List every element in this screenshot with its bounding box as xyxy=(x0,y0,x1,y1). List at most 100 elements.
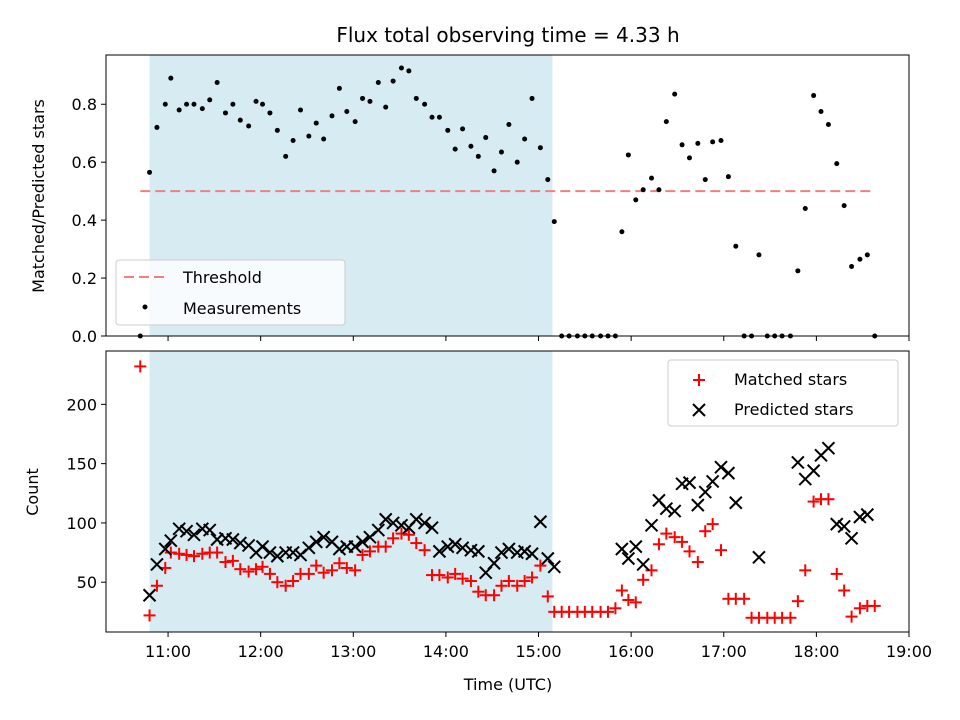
measurement-point xyxy=(640,187,646,193)
matched-star-point xyxy=(180,548,193,561)
measurement-point xyxy=(390,78,396,84)
measurement-point xyxy=(551,219,557,225)
matched-star-point xyxy=(691,556,704,569)
bottom-y-axis-title: Count xyxy=(23,468,42,516)
matched-star-point xyxy=(799,564,812,577)
measurement-point xyxy=(537,145,543,151)
measurement-point xyxy=(283,153,289,159)
bottom-legend-box xyxy=(667,359,899,427)
predicted-star-point xyxy=(615,542,629,556)
matched-star-point xyxy=(502,575,515,588)
predicted-star-point xyxy=(355,535,370,549)
x-tick-label: 13:00 xyxy=(330,642,376,661)
measurement-point xyxy=(199,106,205,112)
matched-star-point xyxy=(609,602,622,615)
matched-star-point xyxy=(822,493,835,506)
matched-star-point xyxy=(363,545,376,558)
predicted-star-point xyxy=(682,475,697,490)
legend-predicted-label: Predicted stars xyxy=(734,400,854,419)
measurement-point xyxy=(329,113,335,119)
x-tick-label: 14:00 xyxy=(423,642,469,661)
measurement-point xyxy=(352,119,358,125)
bottom-y-tick-label: 100 xyxy=(66,514,97,533)
measurement-point xyxy=(619,229,625,235)
bottom-observing-window xyxy=(149,351,553,632)
x-tick-label: 19:00 xyxy=(886,642,932,661)
matched-star-point xyxy=(845,610,858,623)
measurement-point xyxy=(154,124,160,130)
matched-star-point xyxy=(518,575,531,588)
matched-star-point xyxy=(652,538,665,551)
chart-title: Flux total observing time = 4.33 h xyxy=(336,23,679,47)
matched-star-point xyxy=(302,567,315,580)
predicted-star-point xyxy=(409,512,423,527)
predicted-star-point xyxy=(263,545,277,560)
matched-star-point xyxy=(791,595,804,608)
bottom-y-tick-label: 150 xyxy=(66,455,97,474)
predicted-star-point xyxy=(644,518,659,532)
predicted-star-points xyxy=(142,441,875,602)
measurement-point xyxy=(184,101,190,107)
measurement-point xyxy=(321,136,327,142)
predicted-star-point xyxy=(302,541,316,555)
matched-star-point xyxy=(263,567,276,580)
predicted-star-point xyxy=(791,455,805,470)
measurement-point xyxy=(725,174,731,180)
predicted-star-point xyxy=(806,464,821,478)
top-axes-frame xyxy=(105,54,910,337)
predicted-star-point xyxy=(830,517,844,531)
measurement-point xyxy=(672,91,678,97)
predicted-star-point xyxy=(233,536,248,550)
matched-star-point xyxy=(660,527,673,540)
predicted-star-point xyxy=(533,515,548,529)
measurement-point xyxy=(452,146,458,152)
predicted-star-point xyxy=(142,588,157,602)
matched-star-point xyxy=(310,559,323,572)
matched-star-point xyxy=(526,571,539,584)
measurement-point xyxy=(168,75,174,81)
predicted-star-point xyxy=(721,466,736,480)
matched-star-point xyxy=(830,567,843,580)
predicted-star-point xyxy=(309,535,323,549)
measurement-point xyxy=(344,108,350,114)
measurement-point xyxy=(633,197,639,203)
top-legend: Threshold Measurements xyxy=(115,259,346,326)
matched-star-point xyxy=(622,593,635,606)
measurement-point xyxy=(436,114,442,120)
measurement-point xyxy=(506,122,512,128)
measurement-point xyxy=(849,263,855,269)
legend-threshold-label: Threshold xyxy=(182,268,262,287)
predicted-star-point xyxy=(179,524,194,538)
predicted-star-point xyxy=(691,498,705,512)
measurement-point xyxy=(313,120,319,126)
measurement-point xyxy=(375,80,381,86)
measurement-point xyxy=(491,168,497,174)
x-tick-label: 16:00 xyxy=(608,642,654,661)
measurement-point xyxy=(663,119,669,125)
measurement-points xyxy=(137,65,878,339)
matched-star-point xyxy=(534,559,547,572)
measurement-point xyxy=(864,252,870,258)
matched-star-point xyxy=(738,592,751,605)
predicted-star-point xyxy=(860,507,875,522)
predicted-star-point xyxy=(547,560,561,574)
matched-star-point xyxy=(433,569,446,582)
predicted-star-point xyxy=(417,516,432,530)
measurement-point xyxy=(207,97,213,103)
predicted-star-point xyxy=(455,541,470,555)
matched-star-point xyxy=(449,567,462,580)
matched-star-point xyxy=(418,544,431,557)
x-tick-label: 15:00 xyxy=(515,642,561,661)
matched-star-point xyxy=(317,566,330,579)
predicted-star-point xyxy=(629,539,643,554)
measurement-point xyxy=(260,101,266,107)
measurement-point xyxy=(834,161,840,167)
measurement-point xyxy=(857,256,863,262)
matched-star-point xyxy=(668,531,681,544)
predicted-star-point xyxy=(729,496,743,510)
predicted-star-point xyxy=(621,551,636,566)
measurement-point xyxy=(237,117,243,123)
predicted-star-point xyxy=(441,539,455,554)
matched-star-point xyxy=(287,575,300,588)
matched-star-point xyxy=(699,525,712,538)
